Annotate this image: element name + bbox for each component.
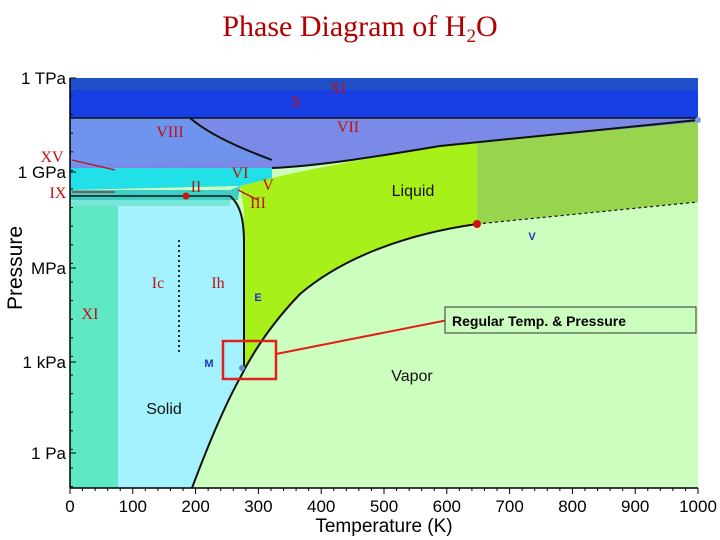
region-label-roman: VIII bbox=[156, 124, 184, 141]
x-tick-label: 500 bbox=[370, 497, 398, 516]
region-label-phase: Vapor bbox=[391, 368, 433, 385]
melting-boundary bbox=[229, 195, 245, 370]
x-tick-label: 100 bbox=[119, 497, 147, 516]
x-tick-label: 700 bbox=[495, 497, 523, 516]
region-liquid bbox=[240, 140, 477, 378]
region-supercritical bbox=[477, 120, 698, 224]
vii-boundary bbox=[271, 119, 699, 169]
y-tick-label: 1 kPa bbox=[23, 353, 67, 372]
x-tick-label: 800 bbox=[558, 497, 586, 516]
x-tick-label: 900 bbox=[621, 497, 649, 516]
m-dot bbox=[239, 365, 245, 371]
region-label-roman: XI bbox=[330, 80, 347, 97]
callout-label-box bbox=[444, 306, 697, 334]
region-ice-xi-upper bbox=[70, 198, 230, 206]
triple-point-dot bbox=[182, 192, 190, 200]
region-solid-ice bbox=[118, 198, 244, 488]
page-title: Phase Diagram of H2O bbox=[0, 10, 720, 48]
high-pressure-dot bbox=[695, 117, 701, 123]
region-ice-xi-strip bbox=[70, 198, 118, 488]
y-tick-label: MPa bbox=[31, 259, 67, 278]
region-ice-viii bbox=[70, 118, 272, 165]
callout-line bbox=[275, 319, 449, 355]
y-axis-ticks: 1 TPa 1 GPa MPa 1 kPa 1 Pa bbox=[18, 69, 76, 488]
region-label-roman: X bbox=[290, 94, 302, 111]
region-label-roman: VII bbox=[337, 119, 359, 136]
title-subscript: 2 bbox=[466, 26, 476, 47]
region-label-roman: II bbox=[191, 179, 202, 196]
x-tick-label: 400 bbox=[307, 497, 335, 516]
region-label-roman: VI bbox=[232, 165, 249, 182]
label-arrows bbox=[71, 159, 259, 201]
title-end: O bbox=[475, 10, 498, 43]
x-tick-label: 600 bbox=[433, 497, 461, 516]
y-tick-label: 1 TPa bbox=[21, 69, 67, 88]
region-label-roman: Ic bbox=[152, 275, 164, 292]
marker-label: M bbox=[204, 358, 213, 370]
phase-regions bbox=[70, 78, 698, 488]
callout-label: Regular Temp. & Pressure bbox=[452, 313, 626, 329]
vapor-boundary bbox=[191, 223, 478, 489]
supercritical-boundary bbox=[476, 201, 699, 225]
region-label-roman: IX bbox=[50, 185, 67, 202]
marker-label: E bbox=[254, 292, 261, 304]
x-tick-label: 300 bbox=[244, 497, 272, 516]
y-tick-label: 1 Pa bbox=[31, 444, 67, 463]
region-label-phase: Liquid bbox=[392, 183, 435, 200]
x-tick-label: 200 bbox=[181, 497, 209, 516]
region-ice-xi-high bbox=[70, 78, 698, 90]
title-main: Phase Diagram of H bbox=[222, 10, 467, 43]
region-ice-vi bbox=[70, 168, 272, 190]
region-label-roman: V bbox=[262, 177, 274, 194]
region-label-roman: III bbox=[250, 195, 266, 212]
y-tick-label: 1 GPa bbox=[18, 163, 67, 182]
x-tick-label: 1000 bbox=[679, 497, 717, 516]
region-label-phase: Solid bbox=[146, 401, 182, 418]
callout-box bbox=[221, 339, 278, 381]
region-label-roman: XI bbox=[82, 306, 99, 323]
x-axis-label: Temperature (K) bbox=[315, 516, 452, 537]
region-label-roman: XV bbox=[40, 149, 64, 166]
y-axis-label: Pressure bbox=[4, 226, 27, 310]
x-axis-ticks: 0 100 200 300 400 500 600 700 800 900 1000 bbox=[65, 488, 717, 516]
phase-boundaries bbox=[70, 117, 699, 489]
viii-boundary bbox=[189, 117, 273, 161]
critical-point-dot bbox=[473, 220, 481, 228]
region-ice-x bbox=[70, 90, 698, 118]
marker-label: V bbox=[528, 231, 536, 243]
x-tick-label: 0 bbox=[65, 497, 74, 516]
region-label-roman: Ih bbox=[211, 275, 224, 292]
